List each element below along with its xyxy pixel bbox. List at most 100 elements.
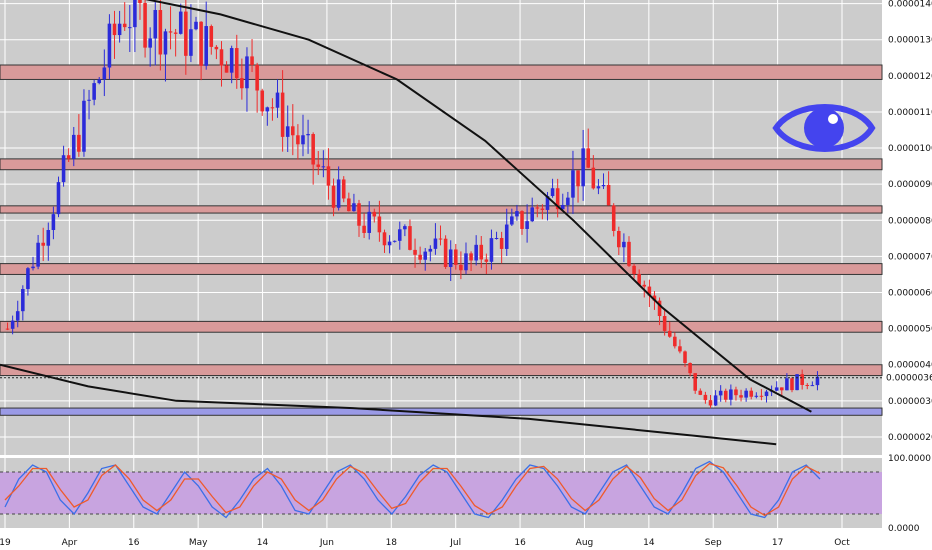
candle-body: [474, 244, 478, 261]
candle-body: [657, 300, 662, 317]
y-tick-label: 0.00000600: [888, 289, 932, 299]
trendlines: [0, 0, 812, 446]
candle-body: [423, 251, 428, 260]
candle-body: [601, 184, 606, 187]
candle-body: [800, 374, 804, 385]
zone-red-0: [0, 64, 883, 80]
candle-body: [133, 0, 137, 28]
candle-body: [122, 23, 127, 28]
candle-body: [678, 346, 682, 352]
y-tick-label: 0.00001100: [888, 108, 932, 118]
candle-body: [739, 395, 743, 398]
candle-body: [734, 389, 738, 396]
candle-body: [352, 203, 356, 212]
candle-body: [815, 376, 820, 386]
candle-body: [759, 395, 764, 397]
candle-body: [209, 26, 214, 47]
y-tick-label: 0.00001300: [888, 36, 932, 46]
candle-body: [372, 211, 377, 217]
candle-body: [26, 268, 30, 290]
candle-body: [275, 92, 280, 108]
candle-body: [296, 135, 300, 145]
candle-body: [703, 394, 708, 401]
candle-body: [336, 179, 341, 208]
candle-body: [92, 83, 96, 100]
candle-body: [148, 38, 152, 48]
candle-body: [46, 229, 51, 246]
candle-body: [545, 196, 550, 210]
candle-body: [510, 216, 514, 225]
y-tick-label: 0.00001200: [888, 72, 932, 82]
candle-body: [392, 240, 397, 242]
candle-body: [560, 204, 565, 210]
candle-body: [357, 203, 361, 226]
candle-body: [240, 78, 244, 89]
candle-body: [143, 3, 147, 48]
candle-body: [397, 229, 402, 241]
candle-body: [51, 214, 56, 230]
candle-body: [265, 107, 270, 112]
candle-body: [713, 395, 718, 406]
candle-body: [683, 351, 687, 363]
candle-body: [611, 205, 616, 231]
candle-body: [662, 316, 667, 331]
candle-body: [31, 266, 35, 269]
candle-body: [688, 362, 692, 374]
candle-body: [260, 90, 265, 112]
oscillator-series-1: [4, 462, 821, 517]
candle-body: [219, 49, 224, 66]
candle-body: [774, 387, 779, 391]
candle-body: [805, 384, 810, 386]
support-resistance-zones: [0, 64, 883, 416]
zone-blue-6: [0, 407, 883, 416]
candle-body: [245, 56, 249, 89]
x-tick-label: 16: [514, 538, 526, 548]
trendline-1: [0, 363, 777, 446]
candle-body: [530, 207, 534, 222]
candle-body: [550, 188, 555, 197]
oscillator-tick-label: 0.0000: [888, 524, 920, 534]
candle-body: [408, 226, 412, 250]
candle-body: [87, 99, 91, 101]
candle-body: [153, 10, 158, 39]
candle-body: [316, 164, 321, 167]
candle-body: [428, 248, 433, 252]
candle-body: [535, 207, 540, 209]
x-tick-label: 17: [772, 538, 783, 548]
x-tick-label: Jul: [449, 538, 461, 548]
candle-body: [301, 135, 305, 145]
candle-body: [66, 155, 71, 159]
zone-red-5: [0, 364, 883, 377]
candle-body: [163, 31, 168, 55]
candle-body: [489, 238, 494, 262]
candle-body: [214, 46, 219, 50]
candle-body: [464, 253, 468, 271]
candle-body: [56, 182, 61, 215]
candle-body: [102, 67, 107, 80]
x-tick-label: 19: [0, 538, 11, 548]
candle-body: [5, 328, 10, 330]
x-tick-label: Oct: [834, 538, 850, 548]
candle-body: [443, 238, 448, 268]
candle-body: [632, 265, 636, 275]
candle-body: [158, 10, 163, 55]
candle-body: [77, 134, 81, 152]
y-tick-label: 0.00001400: [888, 0, 932, 10]
candle-body: [591, 167, 596, 189]
oscillator-series-0: [4, 460, 821, 519]
candle-body: [596, 186, 601, 189]
candle-body: [667, 330, 672, 337]
candle-body: [128, 27, 132, 29]
candle-body: [525, 221, 529, 229]
candle-body: [647, 286, 652, 296]
x-tick-label: 18: [386, 538, 398, 548]
candle-body: [785, 378, 789, 391]
y-tick-label: 0.00000400: [888, 361, 932, 371]
candle-body: [168, 31, 173, 33]
candle-body: [15, 311, 20, 321]
stochastic-oscillator: 100.0000 0.0000: [0, 454, 931, 534]
y-tick-label: 0.00000300: [888, 397, 932, 407]
candle-body: [326, 166, 331, 186]
candle-body: [494, 237, 499, 239]
